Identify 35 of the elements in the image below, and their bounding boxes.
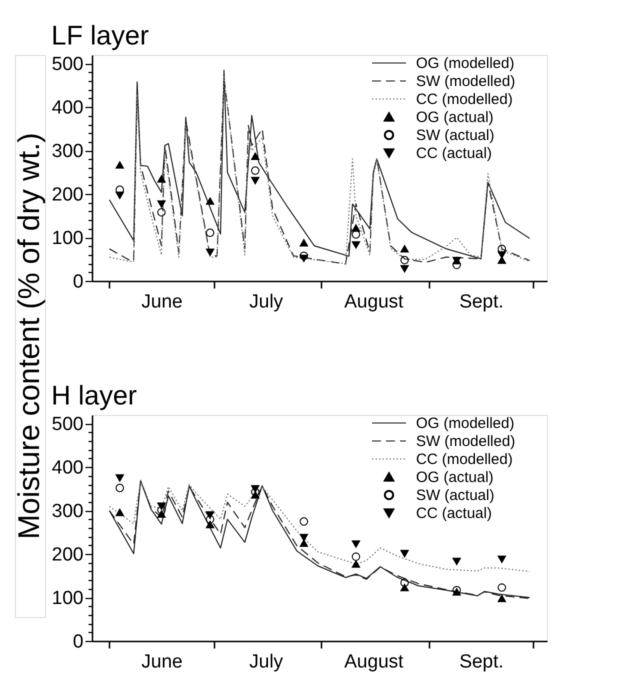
y-tick-label: 200 xyxy=(52,544,84,566)
x-tick-label: Sept. xyxy=(459,652,504,672)
legend-label: CC (actual) xyxy=(416,145,492,162)
legend-label: OG (modelled) xyxy=(416,55,514,72)
y-tick-label: 0 xyxy=(72,632,84,652)
x-tick-label: June xyxy=(141,292,183,312)
legend-label: SW (actual) xyxy=(416,127,494,144)
legend-label: OG (modelled) xyxy=(416,415,514,432)
legend-label: CC (modelled) xyxy=(416,451,513,468)
chart-title: LF layer xyxy=(51,20,149,51)
legend-label: OG (actual) xyxy=(416,109,494,126)
y-tick-label: 500 xyxy=(52,54,84,76)
y-tick-label: 100 xyxy=(52,228,84,250)
y-tick-label: 500 xyxy=(52,414,84,436)
x-tick-label: Sept. xyxy=(459,292,504,312)
legend-label: SW (modelled) xyxy=(416,433,516,450)
y-tick-label: 100 xyxy=(52,588,84,610)
legend-label: SW (actual) xyxy=(416,487,494,504)
x-tick-label: August xyxy=(344,292,404,312)
y-tick-label: 300 xyxy=(52,141,84,162)
x-tick-label: August xyxy=(344,652,404,672)
y-tick-label: 300 xyxy=(52,501,84,522)
y-axis-title: Moisture content (% of dry wt.) xyxy=(13,132,46,540)
y-tick-label: 400 xyxy=(52,458,84,479)
chart-title: H layer xyxy=(51,380,137,411)
x-tick-label: June xyxy=(141,652,183,672)
legend-label: OG (actual) xyxy=(416,469,494,486)
legend-label: CC (actual) xyxy=(416,505,492,522)
y-tick-label: 0 xyxy=(72,272,84,292)
y-tick-label: 200 xyxy=(52,184,84,206)
x-tick-label: July xyxy=(249,652,284,672)
legend-label: SW (modelled) xyxy=(416,73,516,90)
legend-label: CC (modelled) xyxy=(416,91,513,108)
y-tick-label: 400 xyxy=(52,98,84,119)
x-tick-label: July xyxy=(249,292,284,312)
